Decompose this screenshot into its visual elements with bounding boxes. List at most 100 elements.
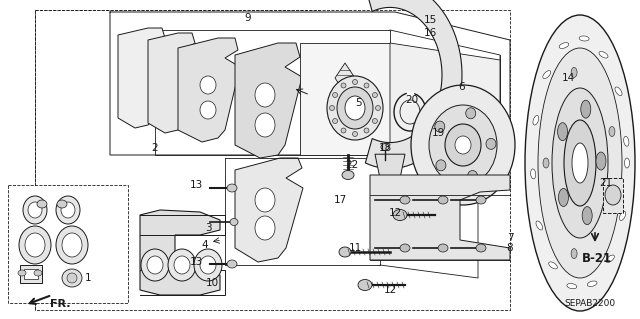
Text: 19: 19 — [431, 128, 445, 138]
Ellipse shape — [61, 202, 75, 218]
Text: 16: 16 — [424, 28, 436, 38]
Ellipse shape — [572, 143, 588, 183]
Ellipse shape — [341, 128, 346, 133]
Ellipse shape — [411, 85, 515, 205]
Ellipse shape — [330, 106, 335, 110]
Text: 20: 20 — [405, 95, 419, 105]
Ellipse shape — [543, 158, 549, 168]
Bar — [430, 126, 452, 138]
Text: 10: 10 — [205, 278, 219, 288]
Ellipse shape — [18, 270, 26, 276]
Ellipse shape — [339, 247, 351, 257]
Ellipse shape — [533, 115, 539, 125]
Ellipse shape — [620, 211, 626, 220]
Ellipse shape — [599, 51, 608, 58]
Polygon shape — [235, 43, 302, 158]
Polygon shape — [300, 43, 390, 155]
Ellipse shape — [438, 196, 448, 204]
Ellipse shape — [255, 113, 275, 137]
Text: 2: 2 — [152, 143, 158, 153]
Text: 21: 21 — [600, 178, 612, 188]
Ellipse shape — [28, 202, 42, 218]
Ellipse shape — [345, 96, 365, 120]
Text: 18: 18 — [378, 143, 392, 153]
Polygon shape — [375, 154, 405, 179]
Text: B-21: B-21 — [582, 251, 612, 264]
Ellipse shape — [571, 67, 577, 78]
Ellipse shape — [255, 83, 275, 107]
Ellipse shape — [536, 221, 543, 230]
Ellipse shape — [429, 105, 497, 185]
Ellipse shape — [476, 244, 486, 252]
Ellipse shape — [376, 106, 381, 110]
Text: 22: 22 — [346, 160, 358, 170]
Ellipse shape — [580, 100, 591, 118]
Ellipse shape — [455, 136, 471, 154]
Ellipse shape — [381, 144, 389, 151]
Ellipse shape — [168, 249, 196, 281]
Ellipse shape — [62, 269, 82, 287]
Ellipse shape — [400, 196, 410, 204]
Polygon shape — [148, 33, 198, 133]
Text: 13: 13 — [189, 257, 203, 267]
Text: 9: 9 — [244, 13, 252, 23]
Ellipse shape — [56, 226, 88, 264]
Ellipse shape — [564, 120, 596, 206]
Ellipse shape — [579, 36, 589, 41]
Ellipse shape — [333, 118, 337, 123]
Ellipse shape — [559, 189, 568, 206]
Polygon shape — [178, 38, 240, 142]
Ellipse shape — [372, 118, 378, 123]
Ellipse shape — [531, 169, 536, 179]
Ellipse shape — [230, 219, 238, 226]
Ellipse shape — [358, 279, 372, 291]
Text: 17: 17 — [333, 195, 347, 205]
Ellipse shape — [37, 200, 47, 208]
Ellipse shape — [327, 76, 383, 140]
Ellipse shape — [552, 88, 608, 238]
Ellipse shape — [23, 196, 47, 224]
Ellipse shape — [605, 185, 621, 205]
Ellipse shape — [353, 79, 358, 85]
Ellipse shape — [438, 244, 448, 252]
Ellipse shape — [609, 127, 615, 137]
Ellipse shape — [615, 87, 622, 96]
Ellipse shape — [255, 188, 275, 212]
Ellipse shape — [476, 196, 486, 204]
Ellipse shape — [337, 87, 373, 129]
Ellipse shape — [19, 226, 51, 264]
Text: 6: 6 — [459, 82, 465, 92]
Ellipse shape — [227, 260, 237, 268]
Bar — [24, 269, 38, 279]
Ellipse shape — [67, 273, 77, 283]
Ellipse shape — [200, 101, 216, 119]
Ellipse shape — [200, 256, 216, 274]
Text: 15: 15 — [424, 15, 436, 25]
Ellipse shape — [435, 121, 445, 132]
Ellipse shape — [466, 108, 476, 119]
Ellipse shape — [582, 207, 592, 225]
Ellipse shape — [255, 216, 275, 240]
Ellipse shape — [486, 138, 496, 149]
Ellipse shape — [557, 123, 568, 141]
Ellipse shape — [625, 158, 630, 168]
Ellipse shape — [364, 83, 369, 88]
Polygon shape — [235, 158, 303, 262]
Ellipse shape — [364, 128, 369, 133]
Ellipse shape — [56, 196, 80, 224]
Ellipse shape — [436, 160, 446, 171]
Polygon shape — [390, 43, 500, 167]
Text: 8: 8 — [507, 243, 513, 253]
Ellipse shape — [400, 244, 410, 252]
Ellipse shape — [227, 184, 237, 192]
Polygon shape — [140, 210, 220, 295]
Ellipse shape — [342, 170, 354, 180]
Ellipse shape — [525, 15, 635, 311]
Text: 1: 1 — [84, 273, 92, 283]
Text: 12: 12 — [388, 208, 402, 218]
Text: 11: 11 — [348, 243, 362, 253]
Ellipse shape — [62, 233, 82, 257]
Ellipse shape — [445, 124, 481, 166]
Text: 4: 4 — [202, 240, 208, 250]
Ellipse shape — [194, 249, 222, 281]
